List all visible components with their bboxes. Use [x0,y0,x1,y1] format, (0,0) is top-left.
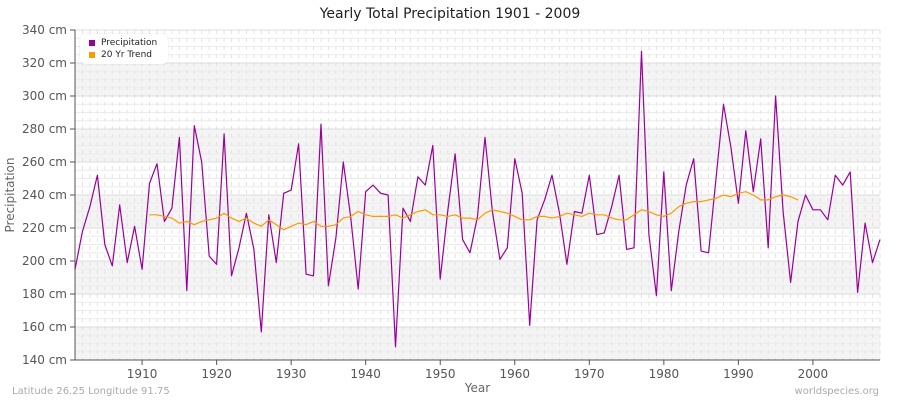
x-tick-label: 1940 [350,367,381,381]
y-tick-label: 200 cm [22,254,67,268]
precipitation-swatch-icon [89,40,95,46]
legend: Precipitation 20 Yr Trend [80,34,168,64]
chart-title: Yearly Total Precipitation 1901 - 2009 [319,6,581,22]
x-tick-label: 1990 [723,367,754,381]
x-tick-label: 2000 [798,367,829,381]
trend-swatch-icon [89,52,95,58]
trend-line [149,191,799,231]
y-tick-label: 180 cm [22,287,67,301]
y-axis-label: Precipitation [3,157,17,232]
x-tick-label: 1920 [201,367,232,381]
y-tick-label: 280 cm [22,122,67,136]
x-tick-label: 1910 [127,367,158,381]
y-tick-label: 300 cm [22,89,67,103]
precipitation-line [74,50,881,348]
y-tick-label: 240 cm [22,188,67,202]
y-tick-label: 320 cm [22,56,67,70]
x-tick-label: 1950 [425,367,456,381]
legend-item-precipitation: Precipitation [89,37,168,49]
y-tick-label: 340 cm [22,23,67,37]
y-tick-label: 140 cm [22,353,67,367]
x-tick-label: 1970 [574,367,605,381]
x-tick-label: 1930 [276,367,307,381]
legend-item-trend: 20 Yr Trend [89,49,168,61]
footer-coordinates: Latitude 26.25 Longitude 91.75 [12,386,170,397]
y-tick-label: 220 cm [22,221,67,235]
x-tick-label: 1960 [499,367,530,381]
x-axis-label: Year [464,381,490,395]
y-tick-label: 260 cm [22,155,67,169]
x-tick-label: 1980 [649,367,680,381]
y-tick-label: 160 cm [22,320,67,334]
legend-label: 20 Yr Trend [101,50,153,60]
legend-label: Precipitation [101,38,158,48]
footer-source: worldspecies.org [794,386,879,397]
